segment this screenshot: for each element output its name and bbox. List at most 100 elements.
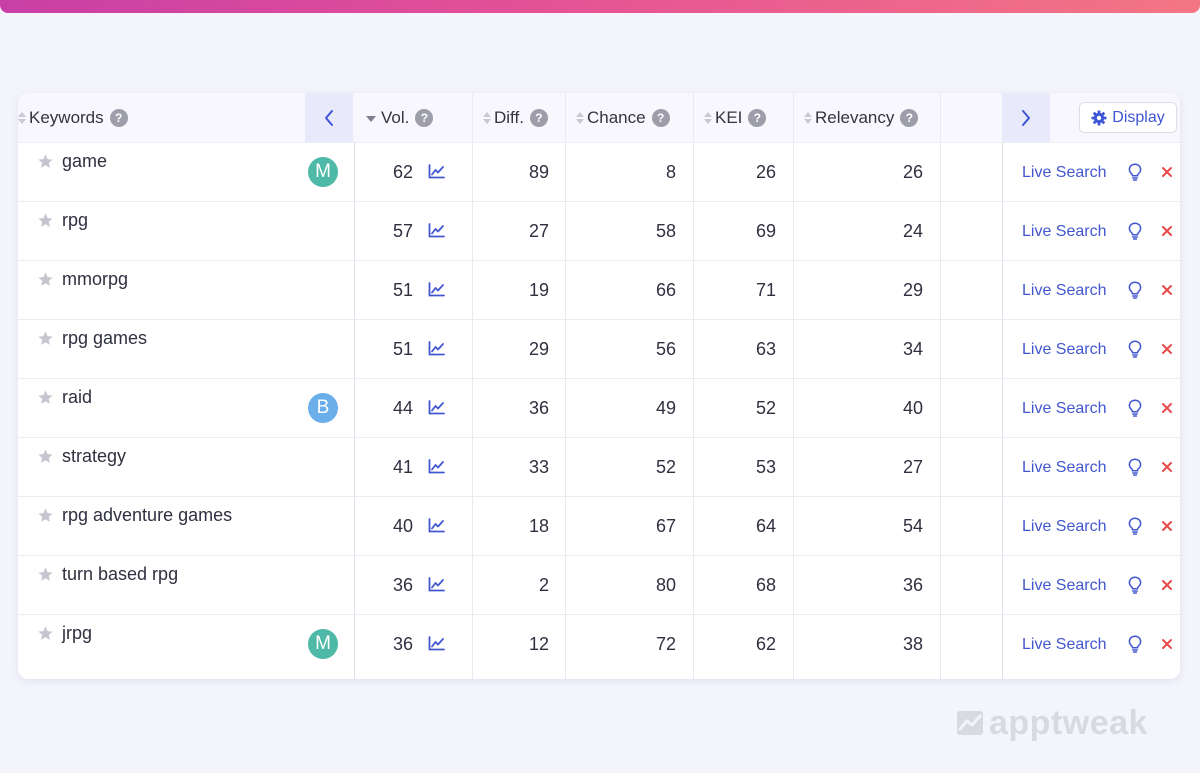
live-search-link[interactable]: Live Search (1022, 517, 1107, 535)
keyword-label[interactable]: raid (62, 386, 93, 407)
sort-desc-icon (366, 116, 376, 122)
apptweak-logo-text: apptweak (989, 703, 1148, 742)
live-search-link[interactable]: Live Search (1022, 399, 1107, 417)
sort-icon (483, 110, 491, 126)
keyword-label[interactable]: jrpg (62, 622, 93, 643)
lightbulb-icon[interactable] (1128, 340, 1142, 358)
star-icon[interactable] (37, 389, 54, 406)
star-icon[interactable] (37, 271, 54, 288)
trend-chart-icon[interactable] (428, 518, 445, 533)
delete-icon[interactable] (1161, 520, 1173, 532)
vol-value: 40 (392, 516, 413, 536)
delete-icon[interactable] (1161, 225, 1173, 237)
live-search-link[interactable]: Live Search (1022, 281, 1107, 299)
column-divider (1002, 142, 1003, 679)
header-chance[interactable]: Chance ? (576, 93, 694, 142)
lightbulb-icon[interactable] (1128, 281, 1142, 299)
chance-value: 67 (655, 516, 676, 536)
lightbulb-icon[interactable] (1128, 163, 1142, 181)
display-button-label: Display (1112, 108, 1165, 126)
delete-icon[interactable] (1161, 166, 1173, 178)
diff-value: 89 (528, 162, 549, 182)
live-search-link[interactable]: Live Search (1022, 222, 1107, 240)
keyword-label[interactable]: rpg adventure games (62, 504, 233, 525)
keyword-label[interactable]: mmorpg (62, 268, 129, 289)
scroll-right-button[interactable] (1002, 93, 1050, 142)
table-row: mmorpg 51 19 66 71 29 Live Search (18, 260, 1180, 319)
star-icon[interactable] (37, 625, 54, 642)
delete-icon[interactable] (1161, 461, 1173, 473)
vol-value: 44 (392, 398, 413, 418)
top-gradient-bar (0, 0, 1200, 13)
kei-value: 26 (755, 162, 776, 182)
delete-icon[interactable] (1161, 638, 1173, 650)
chance-value: 72 (655, 634, 676, 654)
star-icon[interactable] (37, 566, 54, 583)
keyword-label[interactable]: turn based rpg (62, 563, 179, 584)
help-icon[interactable]: ? (651, 108, 670, 127)
kei-value: 53 (755, 457, 776, 477)
trend-chart-icon[interactable] (428, 459, 445, 474)
trend-chart-icon[interactable] (428, 223, 445, 238)
delete-icon[interactable] (1161, 343, 1173, 355)
display-button[interactable]: Display (1079, 102, 1177, 133)
sort-icon (18, 110, 26, 126)
help-icon[interactable]: ? (529, 108, 548, 127)
lightbulb-icon[interactable] (1128, 399, 1142, 417)
live-search-link[interactable]: Live Search (1022, 458, 1107, 476)
header-keywords[interactable]: Keywords ? (18, 93, 304, 142)
help-icon[interactable]: ? (900, 108, 919, 127)
trend-chart-icon[interactable] (428, 577, 445, 592)
help-icon[interactable]: ? (109, 108, 128, 127)
header-diff[interactable]: Diff. ? (483, 93, 575, 142)
help-icon[interactable]: ? (748, 108, 767, 127)
vol-value: 57 (392, 221, 413, 241)
lightbulb-icon[interactable] (1128, 517, 1142, 535)
delete-icon[interactable] (1161, 284, 1173, 296)
chance-value: 8 (665, 162, 676, 182)
app-badge: B (308, 393, 338, 423)
relevancy-value: 40 (902, 398, 923, 418)
header-vol[interactable]: Vol. ? (366, 93, 472, 142)
relevancy-value: 24 (902, 221, 923, 241)
delete-icon[interactable] (1161, 402, 1173, 414)
star-icon[interactable] (37, 330, 54, 347)
help-icon[interactable]: ? (415, 108, 434, 127)
keyword-label[interactable]: rpg (62, 209, 89, 230)
trend-chart-icon[interactable] (428, 282, 445, 297)
delete-icon[interactable] (1161, 579, 1173, 591)
table-row: turn based rpg 36 2 80 68 36 Live Search (18, 555, 1180, 614)
live-search-link[interactable]: Live Search (1022, 163, 1107, 181)
live-search-link[interactable]: Live Search (1022, 340, 1107, 358)
header-kei[interactable]: KEI ? (704, 93, 804, 142)
trend-chart-icon[interactable] (428, 164, 445, 179)
kei-value: 64 (755, 516, 776, 536)
diff-value: 2 (538, 575, 549, 595)
lightbulb-icon[interactable] (1128, 222, 1142, 240)
trend-chart-icon[interactable] (428, 636, 445, 651)
keyword-label[interactable]: game (62, 150, 108, 171)
keyword-label[interactable]: strategy (62, 445, 127, 466)
kei-value: 62 (755, 634, 776, 654)
star-icon[interactable] (37, 153, 54, 170)
trend-chart-icon[interactable] (428, 400, 445, 415)
relevancy-value: 36 (902, 575, 923, 595)
header-chance-label: Chance (587, 107, 646, 127)
chance-value: 80 (655, 575, 676, 595)
sort-icon (804, 110, 812, 126)
star-icon[interactable] (37, 212, 54, 229)
star-icon[interactable] (37, 507, 54, 524)
chevron-right-icon (1022, 109, 1030, 126)
scroll-left-button[interactable] (305, 93, 353, 142)
lightbulb-icon[interactable] (1128, 635, 1142, 653)
lightbulb-icon[interactable] (1128, 458, 1142, 476)
live-search-link[interactable]: Live Search (1022, 635, 1107, 653)
star-icon[interactable] (37, 448, 54, 465)
sort-icon (576, 110, 584, 126)
vol-value: 51 (392, 339, 413, 359)
lightbulb-icon[interactable] (1128, 576, 1142, 594)
header-relevancy[interactable]: Relevancy ? (804, 93, 944, 142)
live-search-link[interactable]: Live Search (1022, 576, 1107, 594)
keyword-label[interactable]: rpg games (62, 327, 148, 348)
trend-chart-icon[interactable] (428, 341, 445, 356)
